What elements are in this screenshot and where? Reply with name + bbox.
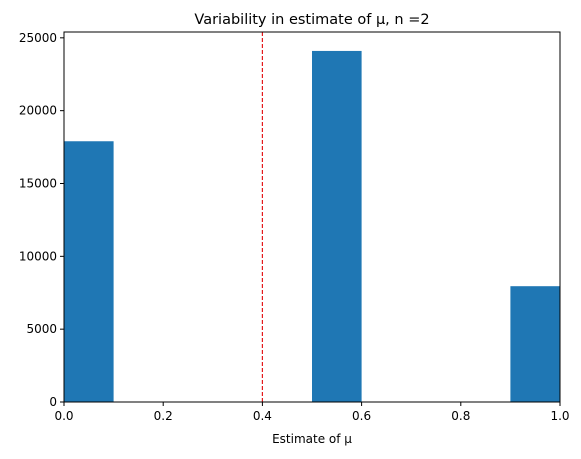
- y-tick-label-2: 10000: [19, 249, 57, 263]
- x-tick-label-4: 0.8: [451, 409, 470, 423]
- histogram-bar-0: [64, 141, 114, 403]
- x-tick-label-0: 0.0: [54, 409, 73, 423]
- y-tick-label-0: 0: [49, 395, 57, 409]
- chart-title: Variability in estimate of μ, n =2: [194, 12, 429, 28]
- histogram-bar-1: [312, 50, 362, 402]
- x-tick-label-1: 0.2: [154, 409, 173, 423]
- plot-frame: [63, 31, 561, 403]
- x-axis-ticks: 0.0 0.2 0.4 0.6 0.8 1.0: [54, 402, 570, 423]
- y-tick-label-1: 5000: [26, 322, 57, 336]
- bars-layer: [64, 50, 560, 403]
- y-axis-ticks: 0 5000 10000 15000 20000 25000: [19, 31, 64, 409]
- histogram-bar-2: [510, 286, 560, 402]
- x-tick-label-3: 0.6: [352, 409, 371, 423]
- x-tick-label-2: 0.4: [253, 409, 272, 423]
- y-tick-label-5: 25000: [19, 31, 57, 45]
- x-axis-label: Estimate of μ: [272, 432, 352, 446]
- x-tick-label-5: 1.0: [550, 409, 569, 423]
- y-tick-label-3: 15000: [19, 176, 57, 190]
- y-tick-label-4: 20000: [19, 104, 57, 118]
